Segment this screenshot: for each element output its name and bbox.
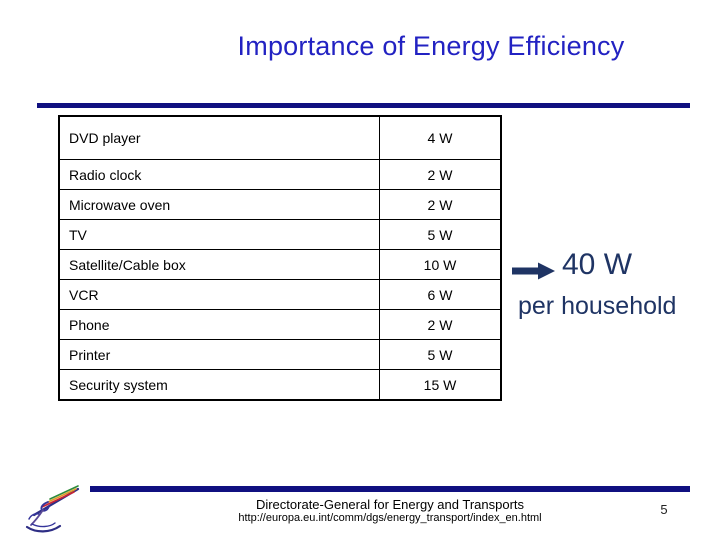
table-row: Phone 2 W (58, 309, 502, 340)
power-cell: 15 W (379, 369, 502, 401)
right-arrow-icon (512, 262, 555, 280)
device-cell: Radio clock (58, 159, 380, 190)
total-power-caption: per household (518, 292, 677, 320)
power-cell: 6 W (379, 279, 502, 310)
table-row: Microwave oven 2 W (58, 189, 502, 220)
table-row: Printer 5 W (58, 339, 502, 370)
device-cell: DVD player (58, 115, 380, 160)
table-row: VCR 6 W (58, 279, 502, 310)
device-cell: Phone (58, 309, 380, 340)
device-cell: Satellite/Cable box (58, 249, 380, 280)
device-cell: VCR (58, 279, 380, 310)
table-row: TV 5 W (58, 219, 502, 250)
device-cell: Microwave oven (58, 189, 380, 220)
device-cell: TV (58, 219, 380, 250)
footer-org-line: Directorate-General for Energy and Trans… (255, 497, 525, 512)
table-row: Satellite/Cable box 10 W (58, 249, 502, 280)
footer: Directorate-General for Energy and Trans… (90, 497, 690, 525)
device-cell: Security system (58, 369, 380, 401)
power-cell: 2 W (379, 159, 502, 190)
footer-divider (90, 486, 690, 492)
ec-energy-transport-logo-icon (25, 485, 80, 533)
title-divider (37, 103, 690, 108)
power-cell: 2 W (379, 309, 502, 340)
table-row: Security system 15 W (58, 369, 502, 401)
power-cell: 5 W (379, 339, 502, 370)
power-cell: 10 W (379, 249, 502, 280)
footer-url-line: http://europa.eu.int/comm/dgs/energy_tra… (238, 512, 542, 524)
power-cell: 5 W (379, 219, 502, 250)
device-cell: Printer (58, 339, 380, 370)
power-cell: 4 W (379, 115, 502, 160)
slide-title: Importance of Energy Efficiency (237, 31, 625, 61)
power-cell: 2 W (379, 189, 502, 220)
page-number: 5 (660, 502, 668, 517)
total-power-value: 40 W (562, 248, 633, 281)
table-row: DVD player 4 W (58, 115, 502, 160)
table-row: Radio clock 2 W (58, 159, 502, 190)
standby-power-table: DVD player 4 W Radio clock 2 W Microwave… (58, 115, 502, 401)
